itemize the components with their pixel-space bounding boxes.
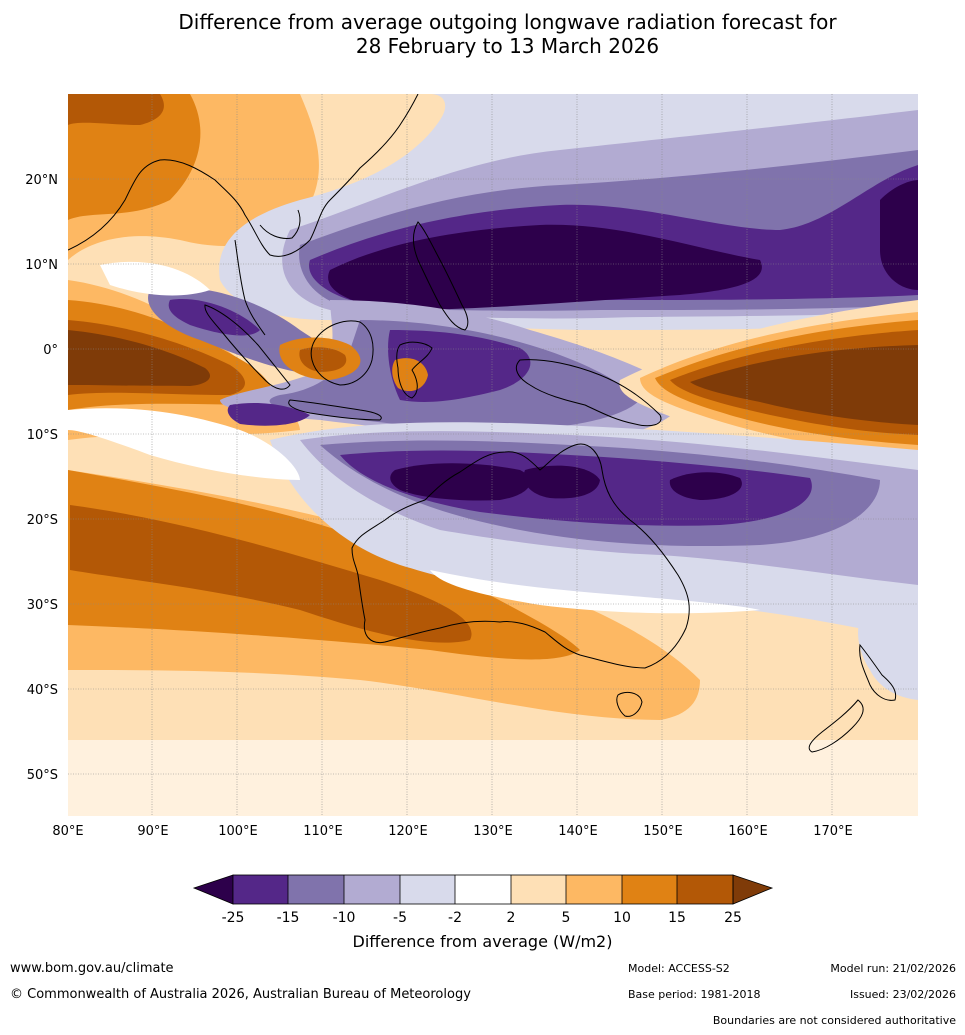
footer-base-period: Base period: 1981-2018 xyxy=(628,988,761,1001)
title-line-2: 28 February to 13 March 2026 xyxy=(355,34,660,58)
colorbar-tick: 25 xyxy=(724,910,742,926)
colorbar-swatch xyxy=(677,875,733,904)
lon-label: 140°E xyxy=(558,824,598,839)
lon-label: 150°E xyxy=(643,824,683,839)
band-neg15-sumatra xyxy=(168,299,260,336)
footer-model-run: Model run: 21/02/2026 xyxy=(830,962,956,975)
lon-label: 160°E xyxy=(728,824,768,839)
footer-issued: Issued: 23/02/2026 xyxy=(849,988,956,1001)
band-neg2-tasman xyxy=(858,614,918,700)
lon-label: 120°E xyxy=(388,824,428,839)
band-neg25-pacific-east xyxy=(880,180,918,290)
lat-label: 20°S xyxy=(27,513,58,528)
lat-label: 10°S xyxy=(27,428,58,443)
lon-label: 90°E xyxy=(137,824,168,839)
colorbar-swatch xyxy=(233,875,288,904)
colorbar-swatch xyxy=(344,875,400,904)
coastlines xyxy=(68,94,897,753)
lat-label: 10°N xyxy=(25,258,58,273)
footer-copyright: © Commonwealth of Australia 2026, Austra… xyxy=(10,987,471,1002)
sulawesi-coast xyxy=(396,341,433,399)
colorbar-tick: 5 xyxy=(562,910,571,926)
band-pos25-pacific-eq xyxy=(690,345,918,425)
band-neg25-pacific-north xyxy=(328,224,762,310)
lon-label: 80°E xyxy=(52,824,83,839)
lon-label: 100°E xyxy=(218,824,258,839)
colorbar-tick: 10 xyxy=(613,910,631,926)
chart-title: Difference from average outgoing longwav… xyxy=(0,10,965,58)
colorbar xyxy=(192,874,774,905)
new-guinea-coast xyxy=(515,359,662,427)
lat-label: 50°S xyxy=(27,768,58,783)
malay-peninsula-coast xyxy=(234,239,266,336)
lat-label: 40°S xyxy=(27,683,58,698)
footer-model: Model: ACCESS-S2 xyxy=(628,962,730,975)
new-zealand-north-coast xyxy=(859,643,897,701)
australia-coast xyxy=(351,443,690,669)
tasmania-coast xyxy=(616,691,643,717)
band-neg15-java xyxy=(227,403,310,426)
band-pos15-south xyxy=(70,505,472,643)
philippines-coast xyxy=(413,221,469,331)
colorbar-swatch xyxy=(455,875,511,904)
colorbar-tick: -5 xyxy=(393,910,407,926)
lat-label: 20°N xyxy=(25,173,58,188)
graticule xyxy=(68,94,918,816)
band-zero-north-indian xyxy=(100,261,210,296)
footer-url[interactable]: www.bom.gov.au/climate xyxy=(10,961,174,976)
band-zero-south-australia xyxy=(430,570,760,614)
borneo-coast xyxy=(310,320,374,386)
new-zealand-south-coast xyxy=(808,699,864,753)
band-pos10-sulawesi xyxy=(392,358,428,392)
asia-mainland-coast xyxy=(68,94,419,257)
colorbar-tick: 2 xyxy=(507,910,516,926)
colorbar-swatch xyxy=(566,875,622,904)
band-neg25-coral-sea xyxy=(669,472,742,500)
longitude-labels: 80°E 90°E 100°E 110°E 120°E 130°E 140°E … xyxy=(52,824,852,839)
footer-disclaimer: Boundaries are not considered authoritat… xyxy=(712,1014,956,1027)
band-neg25-south-west xyxy=(390,463,531,501)
lon-label: 130°E xyxy=(473,824,513,839)
colorbar-frame xyxy=(232,874,734,905)
colorbar-swatch xyxy=(511,875,566,904)
java-coast xyxy=(288,399,382,421)
lon-label: 110°E xyxy=(303,824,343,839)
colorbar-tick: 15 xyxy=(668,910,686,926)
colorbar-ticks: -25 -15 -10 -5 -2 2 5 10 15 25 xyxy=(222,910,742,926)
colorbar-extend-low xyxy=(192,874,234,905)
title-line-1: Difference from average outgoing longwav… xyxy=(178,10,837,34)
band-pos15-asia xyxy=(68,94,164,125)
colorbar-tick: -2 xyxy=(448,910,462,926)
sumatra-coast xyxy=(204,304,291,390)
colorbar-tick: -10 xyxy=(333,910,356,926)
colorbar-swatch xyxy=(288,875,344,904)
latitude-labels: 20°N 10°N 0° 10°S 20°S 30°S 40°S 50°S xyxy=(25,173,58,783)
colorbar-tick: -25 xyxy=(222,910,245,926)
colorbar-tick: -15 xyxy=(277,910,300,926)
colorbar-extend-high xyxy=(732,874,774,905)
lat-label: 0° xyxy=(43,343,58,358)
colorbar-title: Difference from average (W/m2) xyxy=(352,932,613,951)
band-zero-south-indian xyxy=(68,408,300,480)
indochina-coast xyxy=(259,209,301,239)
anomaly-field xyxy=(68,94,918,816)
band-zero-far-south xyxy=(68,740,918,816)
lon-label: 170°E xyxy=(813,824,853,839)
lat-label: 30°S xyxy=(27,598,58,613)
band-pos25-indian xyxy=(68,330,210,386)
band-neg25-south-east xyxy=(523,465,600,499)
colorbar-swatch xyxy=(622,875,677,904)
band-pos10-asia xyxy=(68,94,201,220)
colorbar-swatch xyxy=(400,875,455,904)
